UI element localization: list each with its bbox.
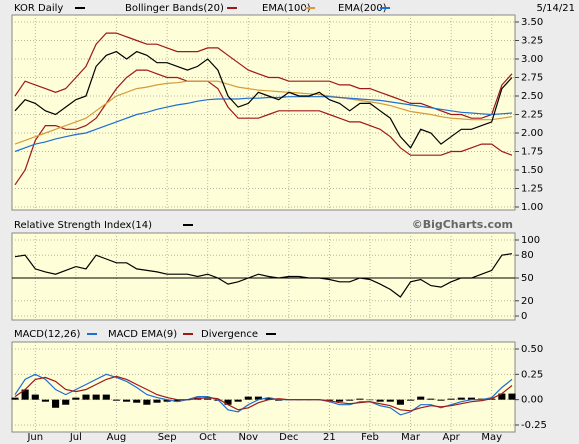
divergence-bar bbox=[204, 398, 212, 400]
divergence-bar bbox=[102, 394, 110, 400]
y-tick-label: 0 bbox=[521, 311, 527, 322]
legend-label: EMA(200) bbox=[338, 3, 387, 14]
divergence-bar bbox=[265, 397, 273, 400]
divergence-bar bbox=[72, 397, 80, 400]
divergence-bar bbox=[457, 397, 465, 400]
divergence-bar bbox=[366, 399, 374, 401]
annotation: ©BigCharts.com bbox=[412, 218, 513, 231]
divergence-bar bbox=[173, 399, 181, 402]
divergence-bar bbox=[31, 394, 39, 400]
divergence-bar bbox=[52, 399, 60, 408]
legend-label: MACD EMA(9) bbox=[108, 329, 177, 340]
x-tick-label: May bbox=[481, 432, 502, 443]
y-tick-label: 3.50 bbox=[521, 17, 543, 28]
chart-title: Relative Strength Index(14) bbox=[14, 220, 152, 231]
plot-area bbox=[11, 341, 516, 433]
divergence-bar bbox=[234, 399, 242, 402]
y-tick-label: 20 bbox=[521, 296, 534, 307]
divergence-bar bbox=[163, 399, 171, 402]
y-tick-label: 1.75 bbox=[521, 147, 543, 158]
x-tick-label: Nov bbox=[239, 432, 259, 443]
x-tick-label: Feb bbox=[361, 432, 379, 443]
series-line bbox=[14, 32, 513, 119]
series-line bbox=[14, 50, 513, 149]
plot-area bbox=[11, 232, 516, 321]
divergence-bar bbox=[396, 399, 404, 405]
divergence-bar bbox=[224, 399, 232, 405]
divergence-bar bbox=[11, 397, 19, 400]
y-tick-label: 0.25 bbox=[521, 369, 543, 380]
divergence-bar bbox=[92, 394, 100, 400]
divergence-bar bbox=[498, 393, 506, 400]
divergence-bar bbox=[346, 399, 354, 401]
y-tick-label: 50 bbox=[521, 273, 534, 284]
series-line bbox=[14, 375, 513, 412]
y-tick-label: 0.00 bbox=[521, 395, 543, 406]
divergence-bar bbox=[376, 399, 384, 402]
divergence-bar bbox=[447, 398, 455, 400]
divergence-bar bbox=[21, 389, 29, 400]
y-tick-label: 0.50 bbox=[521, 344, 543, 355]
legend-label: Divergence bbox=[201, 329, 258, 340]
series-line bbox=[14, 373, 513, 416]
legend-label: Bollinger Bands(20) bbox=[125, 3, 224, 14]
divergence-bar bbox=[356, 398, 364, 400]
y-tick-label: 2.25 bbox=[521, 110, 543, 121]
x-tick-label: Mar bbox=[401, 432, 421, 443]
x-tick-label: Jun bbox=[26, 432, 43, 443]
y-tick-label: 3.25 bbox=[521, 36, 543, 47]
y-tick-label: 2.75 bbox=[521, 73, 543, 84]
divergence-bar bbox=[437, 399, 445, 401]
date-label: 5/14/21 bbox=[536, 3, 575, 14]
divergence-bar bbox=[41, 399, 49, 402]
series-line bbox=[14, 69, 513, 186]
divergence-bar bbox=[407, 399, 415, 401]
divergence-bar bbox=[336, 399, 344, 402]
x-tick-label: Oct bbox=[199, 432, 216, 443]
y-tick-label: 80 bbox=[521, 250, 534, 261]
divergence-bar bbox=[143, 399, 151, 405]
series-line bbox=[14, 80, 513, 145]
y-tick-label: 100 bbox=[521, 235, 540, 246]
legend-label: EMA(100) bbox=[262, 3, 311, 14]
y-tick-label: 1.25 bbox=[521, 184, 543, 195]
series-line bbox=[14, 96, 513, 153]
y-tick-label: 3.00 bbox=[521, 54, 543, 65]
x-tick-label: Jul bbox=[69, 432, 82, 443]
divergence-bar bbox=[133, 399, 141, 403]
divergence-bar bbox=[254, 396, 262, 400]
x-tick-label: Sep bbox=[158, 432, 177, 443]
divergence-bar bbox=[112, 399, 120, 401]
y-tick-label: 2.00 bbox=[521, 128, 543, 139]
divergence-bar bbox=[82, 394, 90, 400]
divergence-bar bbox=[386, 399, 394, 402]
divergence-bar bbox=[427, 398, 435, 400]
x-tick-label: Dec bbox=[279, 432, 298, 443]
chart-title: KOR Daily bbox=[14, 3, 63, 14]
y-tick-label: -0.25 bbox=[521, 420, 547, 431]
divergence-bar bbox=[417, 396, 425, 400]
legend-label: MACD(12,26) bbox=[14, 329, 81, 340]
divergence-bar bbox=[244, 396, 252, 400]
divergence-bar bbox=[153, 399, 161, 403]
x-tick-label: 21 bbox=[323, 432, 336, 443]
divergence-bar bbox=[467, 397, 475, 400]
series-line bbox=[14, 253, 513, 298]
x-tick-label: Aug bbox=[107, 432, 127, 443]
plot-area bbox=[11, 14, 516, 211]
y-tick-label: 1.00 bbox=[521, 202, 543, 213]
divergence-bar bbox=[123, 399, 131, 402]
y-tick-label: 2.50 bbox=[521, 91, 543, 102]
y-tick-label: 1.50 bbox=[521, 165, 543, 176]
x-tick-label: Apr bbox=[442, 432, 460, 443]
divergence-bar bbox=[508, 393, 516, 400]
divergence-bar bbox=[62, 399, 70, 405]
